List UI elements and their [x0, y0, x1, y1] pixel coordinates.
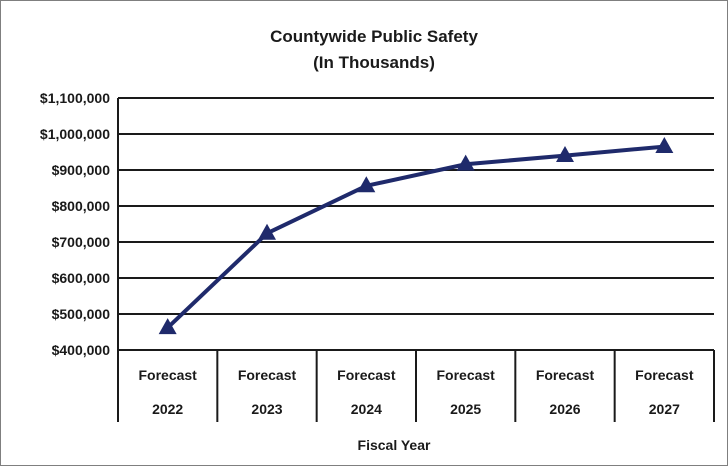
data-point-marker	[655, 137, 674, 153]
x-tick-label-top: Forecast	[635, 367, 694, 383]
data-point-marker	[456, 154, 475, 171]
series-line	[158, 137, 674, 335]
x-tick-label-top: Forecast	[536, 367, 595, 383]
x-tick-label-top: Forecast	[436, 367, 495, 383]
data-point-marker	[158, 318, 177, 335]
x-tick-label-top: Forecast	[337, 367, 396, 383]
y-tick-label: $800,000	[52, 198, 111, 214]
chart-subtitle: (In Thousands)	[313, 53, 435, 72]
x-tick-label-year: 2024	[351, 401, 382, 417]
x-tick-label-year: 2025	[450, 401, 481, 417]
y-tick-label: $600,000	[52, 270, 111, 286]
x-axis-category-table: Forecast 2022 Forecast 2023 Forecast 2024 Fore…	[117, 350, 715, 422]
y-tick-label: $900,000	[52, 162, 111, 178]
x-axis-label: Fiscal Year	[358, 437, 431, 453]
y-tick-label: $700,000	[52, 234, 111, 250]
x-tick-label-year: 2023	[251, 401, 282, 417]
chart-title: Countywide Public Safety	[270, 27, 478, 46]
y-tick-label: $500,000	[52, 306, 111, 322]
data-point-marker	[556, 146, 574, 162]
x-tick-label-year: 2022	[152, 401, 183, 417]
x-tick-label-year: 2026	[549, 401, 580, 417]
x-tick-label-year: 2027	[649, 401, 680, 417]
data-point-marker	[258, 223, 276, 240]
series-polyline	[166, 144, 665, 330]
y-tick-label: $1,100,000	[40, 90, 110, 106]
x-tick-label-top: Forecast	[138, 367, 197, 383]
data-point-marker	[357, 176, 376, 193]
y-tick-label: $1,000,000	[40, 126, 110, 142]
x-tick-label-top: Forecast	[238, 367, 297, 383]
y-tick-label: $400,000	[52, 342, 111, 358]
y-axis-tick-labels: $400,000 $500,000 $600,000 $700,000 $800,000…	[40, 90, 110, 358]
